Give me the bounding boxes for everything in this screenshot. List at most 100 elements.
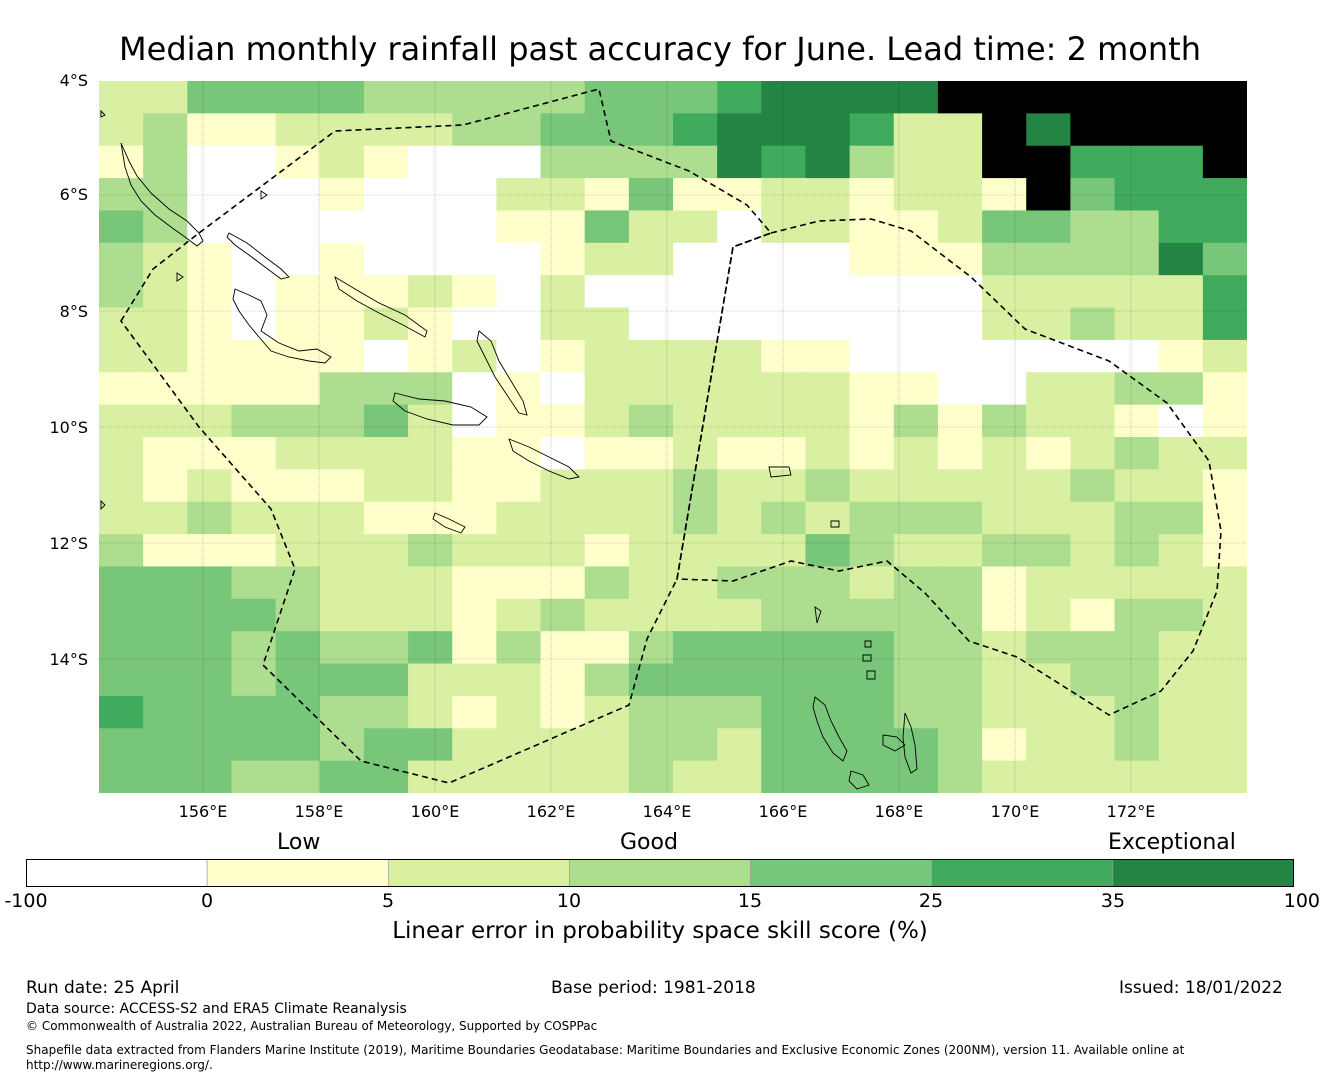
grid-cell <box>628 81 674 114</box>
grid-cell <box>628 339 674 373</box>
grid-cell <box>1158 339 1204 373</box>
grid-cell <box>761 598 807 632</box>
grid-cell <box>275 178 321 212</box>
colorbar-segment <box>750 859 933 887</box>
grid-cell <box>408 307 453 341</box>
skill-map[interactable] <box>99 81 1247 793</box>
grid-cell <box>319 728 365 762</box>
grid-cell <box>761 631 807 665</box>
grid-cell <box>805 275 851 309</box>
grid-cell <box>319 695 365 729</box>
grid-cell <box>99 242 144 276</box>
grid-cell <box>1026 307 1071 341</box>
grid-cell <box>893 469 939 503</box>
grid-cell <box>717 695 762 729</box>
grid-cell <box>584 501 630 535</box>
grid-cell <box>1202 339 1247 373</box>
grid-cell <box>540 178 586 212</box>
grid-cell <box>99 437 144 470</box>
grid-cell <box>231 178 277 212</box>
grid-cell <box>408 501 453 535</box>
grid-cell <box>319 663 365 697</box>
grid-cell <box>99 469 144 503</box>
grid-cell <box>540 113 586 147</box>
grid-cell <box>1158 404 1204 438</box>
grid-cell <box>982 534 1027 568</box>
grid-cell <box>937 534 983 568</box>
grid-cell <box>628 598 674 632</box>
grid-cell <box>187 404 233 438</box>
grid-cell <box>363 437 409 470</box>
grid-cell <box>584 81 630 114</box>
grid-cell <box>628 760 674 793</box>
grid-cell <box>761 534 807 568</box>
grid-cell <box>452 404 497 438</box>
quality-label-low: Low <box>277 830 321 855</box>
grid-cell <box>275 728 321 762</box>
lat-label-12s: 12°S <box>49 534 88 553</box>
grid-cell <box>1158 372 1204 406</box>
grid-cell <box>231 695 277 729</box>
lon-label-160e: 160°E <box>410 802 460 821</box>
grid-cell <box>99 404 144 438</box>
grid-cell <box>805 534 851 568</box>
grid-cell <box>1202 469 1247 503</box>
colorbar-tick-10: 10 <box>556 890 582 912</box>
rennell-island <box>432 512 466 534</box>
grid-cell <box>1158 534 1204 568</box>
grid-cell <box>849 728 895 762</box>
grid-cell <box>319 469 365 503</box>
grid-cell <box>584 210 630 244</box>
grid-cell <box>584 113 630 147</box>
grid-cell <box>1202 307 1247 341</box>
grid-cell <box>275 437 321 470</box>
grid-cell <box>99 210 144 244</box>
grid-cell <box>408 178 453 212</box>
grid-cell <box>408 437 453 470</box>
grid-cell <box>893 501 939 535</box>
grid-cell <box>849 339 895 373</box>
grid-cell <box>319 501 365 535</box>
grid-cell <box>849 566 895 600</box>
grid-cell <box>496 566 542 600</box>
colorbar-segment <box>569 859 751 887</box>
grid-cell <box>805 242 851 276</box>
grid-cell <box>231 145 277 179</box>
bougainville-island <box>120 142 204 247</box>
grid-cell <box>540 437 586 470</box>
grid-cell <box>805 469 851 503</box>
grid-cell <box>452 307 497 341</box>
grid-cell <box>275 663 321 697</box>
grid-cell <box>540 695 586 729</box>
grid-cell <box>408 760 453 793</box>
grid-cell <box>275 145 321 179</box>
grid-cell <box>805 437 851 470</box>
grid-cell <box>1158 81 1204 114</box>
grid-cell <box>937 437 983 470</box>
grid-cell <box>99 372 144 406</box>
grid-cell <box>275 695 321 729</box>
quality-label-good: Good <box>620 830 678 855</box>
grid-cell <box>1026 113 1071 147</box>
grid-cell <box>805 566 851 600</box>
grid-cell <box>540 469 586 503</box>
grid-cell <box>584 307 630 341</box>
grid-cell <box>452 210 497 244</box>
grid-cell <box>982 339 1027 373</box>
colorbar-segment <box>26 859 208 887</box>
grid-cell <box>408 145 453 179</box>
grid-cell <box>849 81 895 114</box>
grid-cell <box>805 210 851 244</box>
grid-cell <box>1114 760 1160 793</box>
eez-boundaries <box>120 88 1222 784</box>
grid-cell <box>187 178 233 212</box>
grid-cell <box>143 275 188 309</box>
grid-cell <box>408 404 453 438</box>
colorbar-tick-15: 15 <box>737 890 763 912</box>
grid-cell <box>1158 113 1204 147</box>
grid-cell <box>143 113 188 147</box>
base-period: Base period: 1981-2018 <box>551 978 756 998</box>
grid-cell <box>805 404 851 438</box>
map-title: Median monthly rainfall past accuracy fo… <box>119 30 1201 68</box>
grid-cell <box>1202 81 1247 114</box>
